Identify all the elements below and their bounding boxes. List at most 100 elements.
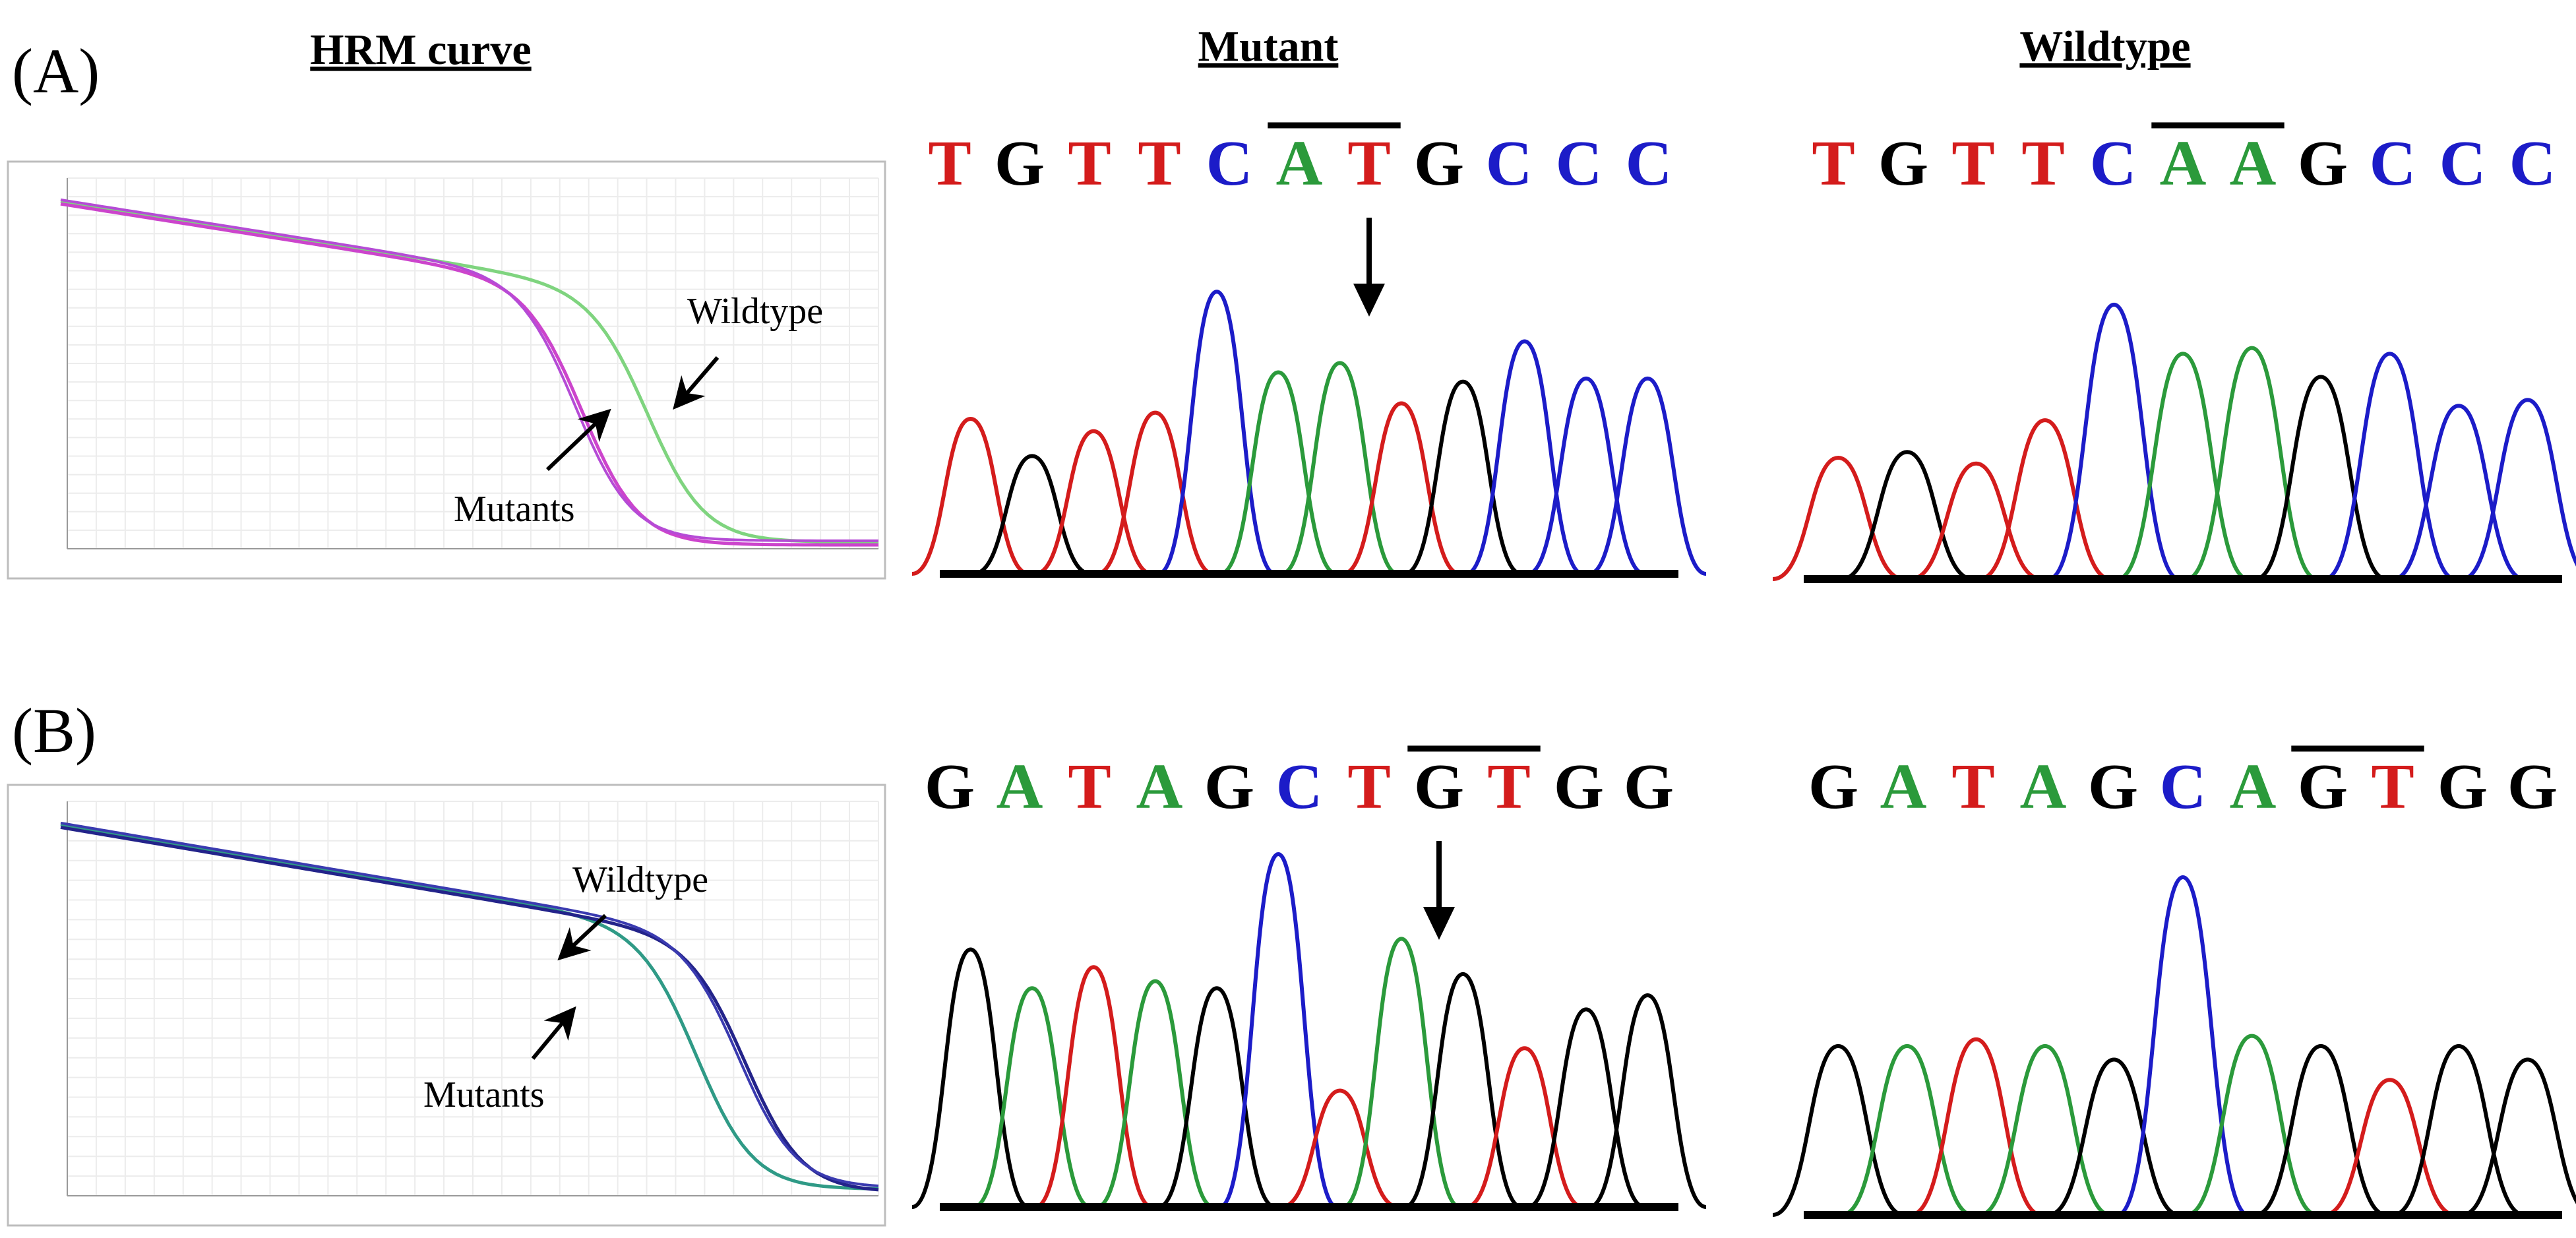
base-letter: G (995, 128, 1045, 199)
trace-peak (1979, 1043, 2111, 1217)
hrm-a-mutants-label: Mutants (454, 489, 575, 530)
base-letter: G (1808, 751, 1858, 822)
base-letter: T (1068, 128, 1111, 199)
trace-peak (1403, 379, 1522, 576)
trace-peak (1403, 972, 1522, 1209)
base-letter: G (1554, 751, 1604, 822)
trace-peak (973, 986, 1091, 1209)
wildtype-chromatogram-a (1772, 302, 2576, 583)
mutant-chromatogram-a (911, 290, 1707, 578)
base-letter: G (2298, 128, 2348, 199)
base-letter: A (2160, 128, 2207, 199)
base-letter: C (2439, 128, 2486, 199)
trace-peak (2393, 404, 2525, 581)
base-letter: T (928, 128, 971, 199)
base-letter: G (925, 751, 975, 822)
base-letter: A (1276, 128, 1323, 199)
base-letter: C (2090, 128, 2137, 199)
hrm-plot-frame (7, 160, 886, 580)
base-letter: T (1812, 128, 1855, 199)
base-letter: T (2021, 128, 2064, 199)
base-letter: A (2230, 128, 2277, 199)
hrm-mutant-curve-2 (60, 198, 878, 542)
base-letter: G (1414, 128, 1464, 199)
panel-a-letter: (A) (12, 36, 100, 106)
hrm-mutant-curve-2 (60, 821, 879, 1187)
base-letter: T (1068, 751, 1111, 822)
base-letter: T (2371, 751, 2414, 822)
hrm-b-wildtype-arrow (557, 913, 607, 961)
hrm-b-mutants-arrow (531, 1006, 576, 1060)
trace-peak (1281, 361, 1399, 576)
hrm-b-wildtype-label: Wildtype (572, 859, 708, 900)
base-letter: A (997, 751, 1043, 822)
trace-peak (2323, 1078, 2456, 1217)
trace-peak (1465, 339, 1584, 576)
base-letter: C (1206, 128, 1253, 199)
trace-peak (911, 947, 1030, 1209)
base-letter: G (2507, 751, 2558, 822)
base-letter: G (1204, 751, 1254, 822)
trace-peak (1527, 376, 1645, 576)
hrm-b-mutants-label: Mutants (423, 1074, 545, 1115)
base-letter: G (2438, 751, 2488, 822)
trace-peak (2048, 302, 2180, 581)
trace-peak (1342, 401, 1461, 576)
trace-peak (2186, 1034, 2318, 1217)
base-letter: C (1626, 128, 1672, 199)
header-hrm-curve: HRM curve (310, 26, 531, 74)
trace-peak (1910, 1037, 2042, 1217)
trace-peak (1841, 450, 1973, 581)
mutant-chromatogram-b (911, 851, 1707, 1211)
base-letter: T (1951, 128, 1994, 199)
trace-peak (1772, 1043, 1905, 1217)
hrm-a-wildtype-label: Wildtype (687, 291, 823, 332)
trace-peak (1588, 376, 1707, 576)
base-letter: G (1414, 751, 1464, 822)
base-letter: T (1951, 751, 1994, 822)
base-letter: T (1347, 128, 1390, 199)
base-letter: A (2020, 751, 2067, 822)
trace-peak (973, 454, 1091, 576)
trace-peak (2255, 1043, 2387, 1217)
trace-peak (1588, 993, 1707, 1209)
trace-peak (1281, 1088, 1399, 1209)
base-letter: C (1486, 128, 1533, 199)
trace-peak (1910, 461, 2042, 581)
trace-peak (2048, 1057, 2180, 1217)
trace-peak (1157, 290, 1276, 576)
base-letter: C (1276, 751, 1323, 822)
base-letter: T (1487, 751, 1530, 822)
hrm-wildtype-curve (60, 822, 879, 1191)
base-letter: T (1138, 128, 1181, 199)
base-letter: G (1878, 128, 1928, 199)
header-mutant: Mutant (1198, 22, 1339, 71)
base-letter: G (2298, 751, 2348, 822)
trace-peak (1841, 1043, 1973, 1217)
hrm-curve-plot-b (7, 784, 886, 1227)
trace-peak (2461, 1057, 2576, 1217)
trace-peak (2461, 398, 2576, 581)
base-letter: C (2509, 128, 2556, 199)
panel-b-letter: (B) (12, 695, 96, 766)
trace-peak (2116, 875, 2250, 1217)
hrm-a-wildtype-arrow (673, 356, 720, 410)
base-letter: C (2160, 751, 2207, 822)
trace-peak (2255, 375, 2387, 581)
trace-peak (1772, 455, 1905, 581)
hrm-mutant-curve (60, 825, 879, 1192)
hrm-a-mutants-arrow (545, 408, 611, 472)
hrm-curve-plot-a (7, 160, 886, 580)
trace-peak (1219, 851, 1338, 1209)
trace-peak (1096, 979, 1215, 1209)
trace-peak (1219, 370, 1337, 576)
trace-peak (1096, 410, 1214, 576)
trace-peak (1465, 1046, 1583, 1209)
wildtype-chromatogram-b (1772, 875, 2576, 1219)
trace-peak (2186, 346, 2318, 581)
